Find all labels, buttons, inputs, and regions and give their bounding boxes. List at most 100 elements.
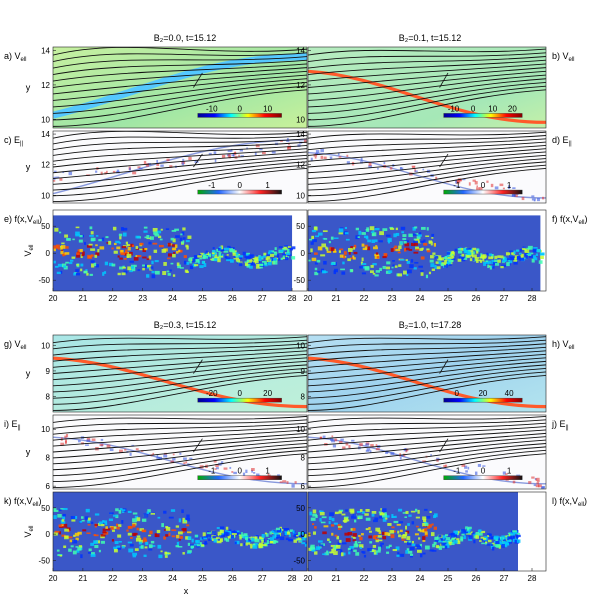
distribution-mark	[151, 260, 154, 265]
distribution-mark	[86, 272, 89, 276]
colorbar	[197, 475, 282, 480]
distribution-mark	[279, 536, 285, 541]
distribution-mark	[255, 255, 259, 259]
distribution-mark	[370, 264, 374, 268]
distribution-mark	[112, 514, 118, 517]
distribution-mark	[324, 552, 329, 556]
distribution-mark	[116, 526, 120, 530]
distribution-mark	[211, 254, 215, 257]
distribution-mark	[146, 264, 152, 268]
field-speck	[474, 471, 478, 476]
distribution-mark	[189, 259, 192, 264]
y-tick-label: 12	[296, 161, 305, 170]
distribution-mark	[136, 527, 139, 531]
distribution-mark	[517, 256, 521, 260]
distribution-mark	[102, 520, 105, 522]
field-speck	[239, 149, 243, 152]
distribution-mark	[274, 529, 278, 533]
distribution-mark	[255, 266, 261, 269]
distribution-mark	[391, 266, 394, 269]
distribution-mark	[267, 538, 271, 540]
distribution-mark	[136, 535, 141, 538]
distribution-mark	[282, 255, 285, 259]
distribution-mark	[485, 541, 488, 544]
distribution-mark	[387, 533, 391, 536]
distribution-mark	[349, 508, 355, 513]
distribution-mark	[451, 536, 455, 540]
distribution-mark	[328, 541, 332, 544]
distribution-mark	[244, 261, 249, 263]
distribution-mark	[187, 235, 192, 239]
x-tick-label: 21	[78, 294, 87, 303]
distribution-mark	[406, 260, 410, 264]
distribution-mark	[507, 258, 511, 261]
distribution-mark	[175, 235, 180, 238]
distribution-background	[308, 492, 518, 571]
field-line	[308, 74, 546, 101]
colorbar-tick-label: -1	[453, 181, 461, 190]
distribution-mark	[457, 250, 463, 254]
distribution-mark	[262, 544, 267, 547]
distribution-mark	[494, 259, 498, 264]
distribution-mark	[466, 527, 470, 532]
field-speck	[375, 448, 380, 451]
distribution-mark	[299, 538, 303, 542]
x-tick-label: 26	[472, 574, 481, 583]
distribution-mark	[353, 251, 358, 255]
distribution-mark	[171, 244, 177, 247]
y-axis-label: y	[26, 162, 31, 172]
distribution-mark	[225, 526, 229, 530]
distribution-mark	[273, 540, 276, 544]
distribution-mark	[187, 542, 191, 546]
distribution-mark	[341, 542, 347, 545]
distribution-mark	[176, 250, 179, 254]
distribution-mark	[400, 226, 406, 230]
distribution-mark	[164, 554, 168, 558]
distribution-mark	[61, 534, 66, 537]
distribution-mark	[230, 534, 234, 539]
field-speck	[246, 147, 248, 150]
field-speck	[331, 435, 334, 438]
distribution-mark	[402, 238, 407, 241]
distribution-mark	[418, 265, 423, 268]
distribution-mark	[312, 531, 317, 535]
distribution-mark	[223, 247, 229, 251]
panel-label: b) Vell	[552, 51, 575, 63]
distribution-mark	[344, 532, 350, 536]
distribution-mark	[385, 515, 390, 518]
distribution-mark	[100, 534, 106, 537]
distribution-mark	[236, 261, 240, 264]
distribution-mark	[433, 243, 437, 247]
distribution-mark	[500, 537, 503, 542]
distribution-mark	[173, 251, 176, 254]
distribution-mark	[129, 260, 135, 263]
distribution-mark	[372, 544, 377, 548]
distribution-mark	[90, 237, 96, 242]
field-speck	[502, 187, 505, 190]
distribution-mark	[143, 537, 147, 542]
distribution-mark	[465, 531, 468, 534]
distribution-mark	[500, 541, 504, 545]
field-speck	[86, 439, 91, 443]
field-speck	[59, 177, 63, 181]
distribution-mark	[127, 244, 131, 247]
field-speck	[351, 439, 355, 442]
distribution-mark	[323, 260, 327, 265]
distribution-mark	[182, 227, 186, 231]
distribution-mark	[245, 253, 249, 256]
field-speck	[348, 445, 351, 449]
distribution-mark	[381, 513, 387, 518]
distribution-mark	[519, 257, 525, 261]
distribution-mark	[152, 545, 156, 547]
distribution-mark	[179, 237, 183, 242]
field-line	[53, 52, 307, 63]
distribution-mark	[98, 239, 104, 242]
distribution-mark	[352, 539, 357, 542]
colorbar-tick-label: 20	[263, 389, 272, 398]
distribution-mark	[391, 526, 395, 529]
distribution-mark	[250, 254, 255, 258]
distribution-mark	[218, 255, 224, 258]
field-speck	[533, 484, 537, 487]
distribution-mark	[102, 528, 106, 533]
panel-label: l) f(x,Vell)	[552, 496, 587, 508]
